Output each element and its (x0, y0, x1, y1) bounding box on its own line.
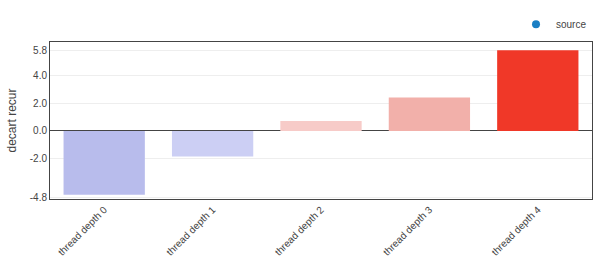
svg-text:-2.0: -2.0 (30, 153, 48, 164)
svg-text:thread depth 2: thread depth 2 (273, 204, 327, 258)
svg-text:thread depth 1: thread depth 1 (164, 204, 218, 258)
svg-text:thread depth 3: thread depth 3 (381, 204, 435, 258)
svg-text:decart recur: decart recur (5, 88, 19, 152)
svg-text:2.0: 2.0 (33, 98, 47, 109)
svg-text:thread depth 0: thread depth 0 (56, 204, 110, 258)
svg-text:5.8: 5.8 (33, 45, 47, 56)
svg-text:4.0: 4.0 (33, 70, 47, 81)
svg-text:-4.8: -4.8 (30, 192, 48, 203)
svg-text:0.0: 0.0 (33, 125, 47, 136)
svg-text:source: source (556, 19, 586, 30)
svg-text:thread depth 4: thread depth 4 (489, 204, 543, 258)
